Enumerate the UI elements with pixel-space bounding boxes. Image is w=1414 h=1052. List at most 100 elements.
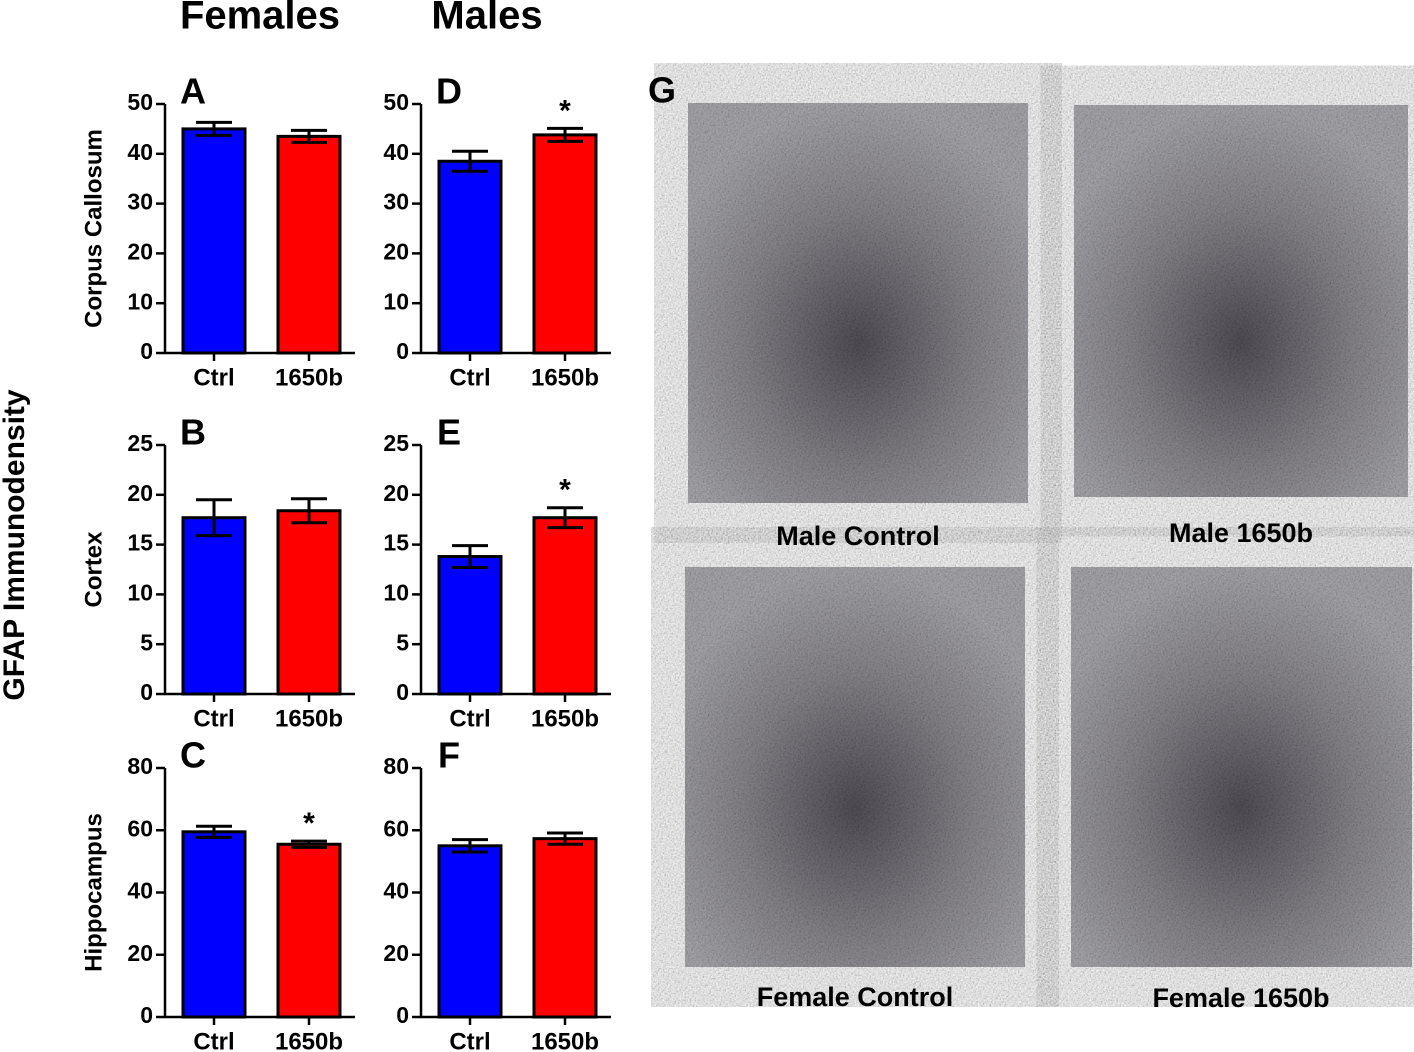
y-tick-label: 20	[127, 238, 153, 264]
y-tick-label: 15	[383, 530, 409, 556]
bar	[532, 837, 598, 1019]
x-tick-label: 1650b	[275, 364, 343, 391]
x-tick-label: 1650b	[275, 705, 343, 732]
error-bar	[196, 498, 232, 538]
bar	[276, 134, 342, 355]
error-bar	[452, 544, 488, 570]
error-bar	[291, 128, 327, 144]
y-tick-label: 50	[127, 89, 153, 115]
panel-letter: G	[648, 70, 676, 111]
error-bar	[291, 497, 327, 525]
panel-letter: A	[180, 71, 206, 112]
x-tick-label: 1650b	[531, 1028, 599, 1052]
error-bar	[291, 839, 327, 849]
y-tick-label: 20	[383, 480, 409, 506]
y-tick-label: 60	[383, 815, 409, 841]
significance-mark: *	[559, 474, 571, 507]
y-tick-label: 60	[127, 815, 153, 841]
error-bar	[547, 831, 583, 846]
error-bar	[196, 824, 232, 839]
y-tick-label: 40	[383, 878, 409, 904]
micrograph-images	[685, 103, 1412, 967]
y-tick-label: 0	[396, 338, 409, 364]
significance-mark: *	[559, 94, 571, 127]
column-title: Males	[431, 0, 542, 38]
bar	[181, 127, 247, 355]
y-tick-label: 10	[383, 288, 409, 314]
y-tick-label: 10	[127, 579, 153, 605]
y-tick-label: 40	[127, 878, 153, 904]
x-tick-label: Ctrl	[449, 1028, 490, 1052]
error-bar	[452, 838, 488, 854]
x-tick-label: Ctrl	[193, 705, 234, 732]
bar	[437, 555, 503, 696]
x-tick-label: 1650b	[275, 1028, 343, 1052]
bar	[437, 159, 503, 355]
y-tick-label: 5	[140, 629, 153, 655]
x-tick-label: 1650b	[531, 364, 599, 391]
x-tick-label: 1650b	[531, 705, 599, 732]
x-tick-label: Ctrl	[193, 1028, 234, 1052]
y-tick-label: 25	[383, 430, 409, 456]
x-tick-label: Ctrl	[193, 364, 234, 391]
bar	[532, 133, 598, 355]
axes	[419, 768, 611, 1019]
caption: Male Control	[776, 521, 940, 551]
bar	[181, 516, 247, 696]
column-title: Females	[180, 0, 340, 38]
y-tick-label: 20	[383, 238, 409, 264]
micrograph	[685, 567, 1025, 967]
bar	[437, 844, 503, 1019]
row-label: Hippocampus	[80, 813, 107, 972]
caption: Female Control	[757, 982, 954, 1012]
y-tick-label: 0	[396, 679, 409, 705]
panel-letter: C	[180, 735, 206, 776]
panel-letter: F	[438, 735, 460, 776]
caption: Male 1650b	[1169, 518, 1313, 548]
panel-letter: D	[436, 71, 462, 112]
bar	[276, 842, 342, 1019]
y-tick-label: 30	[127, 189, 153, 215]
x-tick-label: Ctrl	[449, 705, 490, 732]
y-tick-label: 80	[127, 753, 153, 779]
y-tick-label: 0	[140, 1002, 153, 1028]
bar	[276, 509, 342, 696]
error-bar	[547, 126, 583, 143]
y-tick-label: 0	[396, 1002, 409, 1028]
y-tick-label: 50	[383, 89, 409, 115]
micrograph	[688, 103, 1028, 503]
y-tick-label: 10	[127, 288, 153, 314]
y-tick-label: 0	[140, 338, 153, 364]
axes	[163, 445, 355, 696]
axes	[163, 104, 355, 355]
y-tick-label: 20	[383, 940, 409, 966]
error-bar	[547, 506, 583, 530]
y-tick-label: 20	[127, 940, 153, 966]
row-label: Cortex	[80, 531, 107, 608]
panel-letter: E	[437, 412, 461, 453]
y-tick-label: 40	[383, 139, 409, 165]
bar	[532, 516, 598, 696]
y-tick-label: 5	[396, 629, 409, 655]
error-bar	[196, 120, 232, 137]
y-tick-label: 80	[383, 753, 409, 779]
bar	[181, 830, 247, 1019]
y-tick-label: 20	[127, 480, 153, 506]
shared-y-label: GFAP Immunodensity	[0, 389, 31, 700]
y-tick-label: 15	[127, 530, 153, 556]
significance-mark: *	[303, 807, 315, 840]
axes	[419, 445, 611, 696]
y-tick-label: 10	[383, 579, 409, 605]
row-label: Corpus Callosum	[80, 129, 107, 328]
error-bar	[452, 149, 488, 173]
x-tick-label: Ctrl	[449, 364, 490, 391]
micrograph	[1071, 567, 1412, 967]
y-tick-label: 40	[127, 139, 153, 165]
axes	[419, 104, 611, 355]
y-tick-label: 30	[383, 189, 409, 215]
y-tick-label: 0	[140, 679, 153, 705]
caption: Female 1650b	[1152, 983, 1329, 1013]
panel-letter: B	[180, 412, 206, 453]
micrograph	[1074, 105, 1408, 497]
